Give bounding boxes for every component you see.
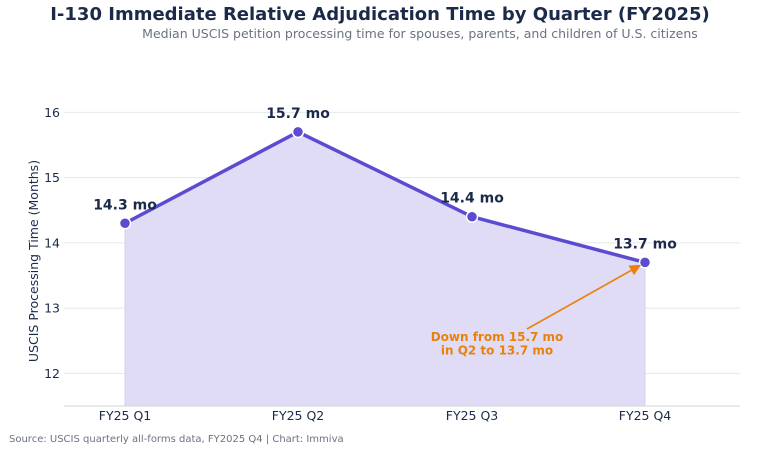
- x-tick-label: FY25 Q4: [619, 408, 672, 423]
- data-label: 14.3 mo: [93, 197, 157, 213]
- x-tick-label: FY25 Q2: [272, 408, 325, 423]
- x-tick-label: FY25 Q3: [446, 408, 499, 423]
- y-axis-label: USCIS Processing Time (Months): [26, 160, 41, 362]
- axes: 12 13 14 15 16 FY25 Q1 FY25 Q2 FY25 Q3 FY25 Q4 US…: [26, 105, 740, 423]
- data-point: [465, 210, 479, 223]
- series-line-segment: [296, 130, 474, 219]
- chart-subtitle: Median USCIS petition processing time fo…: [142, 26, 698, 41]
- x-tick-label: FY25 Q1: [99, 408, 152, 423]
- chart-title: I-130 Immediate Relative Adjudication Ti…: [50, 4, 710, 25]
- annotation-arrow: [526, 264, 641, 330]
- y-tick-label: 12: [44, 366, 60, 381]
- data-label: 13.7 mo: [613, 236, 677, 252]
- annotation-text: in Q2 to 13.7 mo: [441, 344, 553, 358]
- y-tick-label: 16: [44, 105, 60, 120]
- data-point: [118, 217, 132, 230]
- series-layer: [118, 125, 652, 269]
- annotation-text: Down from 15.7 mo: [431, 330, 564, 344]
- y-tick-label: 15: [44, 170, 60, 185]
- data-labels: 14.3 mo 15.7 mo 14.4 mo 13.7 mo: [93, 106, 677, 253]
- data-label: 14.4 mo: [440, 191, 504, 207]
- data-label: 15.7 mo: [266, 106, 330, 122]
- series-line-segment: [470, 214, 647, 265]
- source-note: Source: USCIS quarterly all-forms data, …: [9, 434, 344, 445]
- series-line-segment: [123, 130, 300, 226]
- data-point: [638, 256, 652, 269]
- y-tick-label: 14: [44, 235, 60, 250]
- y-tick-label: 13: [44, 301, 60, 316]
- data-point: [291, 125, 305, 139]
